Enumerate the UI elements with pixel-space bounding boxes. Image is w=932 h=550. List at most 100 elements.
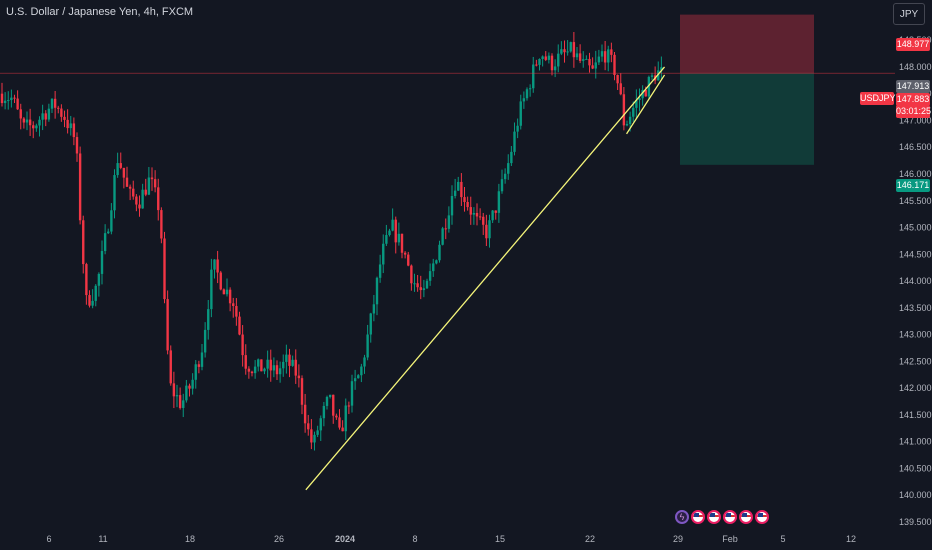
candle-body	[119, 163, 122, 168]
target-price-label: 146.171	[896, 179, 930, 192]
candle-body	[357, 375, 360, 379]
candle-body	[213, 259, 216, 270]
candle-body	[613, 54, 616, 76]
lightning-icon[interactable]: ϟ	[675, 510, 689, 524]
candle-body	[7, 100, 10, 102]
candle-body	[650, 75, 654, 77]
currency-button[interactable]: JPY	[893, 3, 925, 25]
candle-body	[82, 220, 85, 265]
candle-body	[391, 219, 394, 231]
candle-body	[138, 204, 141, 209]
position-tool[interactable]	[0, 14, 895, 165]
candle-body	[285, 354, 288, 362]
candle-body	[94, 285, 97, 301]
candle-body	[435, 260, 438, 264]
chart-title: U.S. Dollar / Japanese Yen, 4h, FXCM	[6, 6, 194, 18]
candle-body	[522, 98, 526, 102]
countdown-label: 03:01:25	[896, 105, 932, 118]
economic-events[interactable]: ϟ	[675, 508, 769, 526]
candle-body	[238, 316, 241, 335]
candle-body	[360, 366, 363, 376]
candle-body	[638, 98, 641, 100]
candle-body	[200, 352, 204, 367]
candle-body	[325, 396, 329, 406]
trendlines[interactable]	[305, 66, 666, 491]
candle-body	[282, 361, 285, 369]
candle-body	[278, 368, 282, 375]
candle-body	[600, 51, 604, 57]
candle-body	[319, 418, 322, 431]
candle-body	[616, 75, 619, 84]
candle-body	[182, 400, 185, 408]
us-flag-icon[interactable]	[723, 510, 737, 524]
candle-body	[66, 119, 69, 129]
candle-body	[294, 359, 297, 376]
candle-body	[635, 99, 638, 108]
candle-body	[338, 417, 341, 428]
y-tick-label: 145.000	[899, 223, 932, 233]
stop-price-label: 148.977	[896, 38, 930, 51]
us-flag-icon[interactable]	[691, 510, 705, 524]
candle-body	[332, 394, 335, 416]
candle-body	[100, 251, 104, 274]
candle-body	[291, 359, 294, 366]
candle-body	[172, 383, 176, 397]
candle-body	[125, 177, 129, 187]
candle-body	[210, 269, 213, 310]
candle-body	[300, 378, 304, 405]
us-flag-icon[interactable]	[755, 510, 769, 524]
candle-body	[78, 153, 82, 221]
candle-body	[419, 287, 422, 291]
candle-body	[153, 179, 157, 188]
candle-body	[563, 49, 566, 53]
candle-body	[388, 230, 391, 236]
candle-body	[560, 49, 563, 54]
candle-body	[175, 395, 179, 397]
candle-body	[416, 283, 419, 288]
candle-body	[547, 55, 551, 60]
candle-body	[516, 125, 519, 132]
candle-body	[450, 195, 454, 216]
candle-body	[13, 97, 16, 99]
candle-body	[88, 295, 91, 306]
x-tick-label: 15	[495, 534, 505, 544]
y-tick-label: 141.500	[899, 410, 932, 420]
us-flag-icon[interactable]	[739, 510, 753, 524]
x-tick-label: 2024	[335, 534, 355, 544]
candle-body	[163, 238, 166, 300]
candle-body	[85, 264, 88, 296]
last-price-label: 147.913	[896, 80, 930, 93]
us-flag-icon[interactable]	[707, 510, 721, 524]
candle-body	[185, 385, 188, 401]
candle-body	[622, 94, 626, 126]
candle-body	[266, 359, 269, 369]
y-tick-label: 142.000	[899, 383, 932, 393]
candle-body	[625, 124, 629, 126]
candle-body	[288, 354, 291, 366]
candle-body	[135, 196, 138, 205]
price-axis[interactable]: 148.500148.000147.500147.000146.500146.0…	[899, 35, 932, 527]
y-tick-label: 144.500	[899, 249, 932, 259]
candle-body	[150, 177, 154, 180]
candle-body	[72, 123, 76, 138]
candle-body	[585, 58, 588, 60]
candle-body	[341, 427, 344, 432]
candle-body	[397, 233, 401, 243]
candle-body	[157, 187, 160, 211]
candle-body	[422, 288, 426, 291]
candle-body	[303, 404, 307, 424]
candle-body	[428, 271, 432, 281]
candle-body	[447, 215, 451, 229]
candle-body	[603, 51, 607, 63]
candle-body	[575, 53, 579, 58]
time-axis[interactable]: 6 11 18 26 2024 8 15 22 29 Feb 5 12	[46, 534, 856, 544]
candle-body	[310, 429, 313, 443]
candle-body	[494, 210, 497, 213]
candle-body	[47, 108, 51, 120]
candle-body	[569, 42, 572, 52]
y-tick-label: 143.000	[899, 330, 932, 340]
candle-body	[241, 334, 244, 356]
y-tick-label: 140.000	[899, 490, 932, 500]
candle-body	[385, 235, 388, 244]
